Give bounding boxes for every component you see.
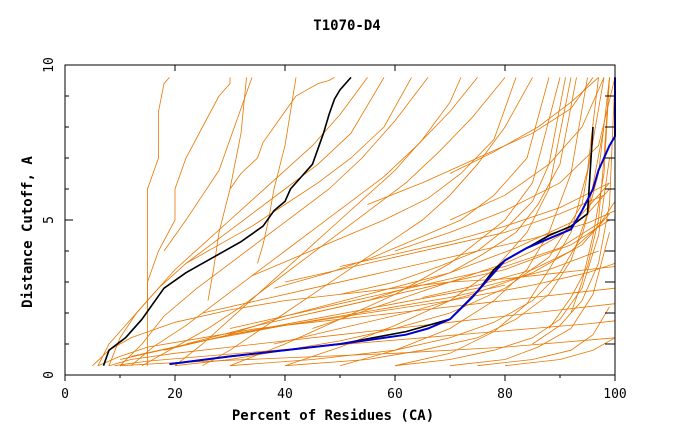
model-curve-10 [141, 77, 506, 367]
model-curve-12 [147, 77, 170, 313]
highlight-layer [102, 76, 616, 366]
model-curve-13 [229, 77, 335, 190]
model-curve-35 [202, 210, 616, 314]
model-curve-28 [339, 77, 566, 295]
y-axis-label: Distance Cutoff, A [20, 156, 36, 308]
x-tick-label: 100 [603, 387, 626, 402]
model-curve-24 [449, 232, 610, 367]
chart-title: T1070-D4 [313, 18, 380, 34]
model-curve-36 [284, 194, 605, 283]
model-curve-31 [185, 77, 412, 264]
model-curve-22 [284, 126, 605, 367]
model-curve-26 [504, 337, 616, 367]
highlight-curve-black-1 [102, 76, 352, 366]
highlight-curve-blue-3 [169, 77, 616, 366]
y-tick-label: 10 [42, 57, 57, 73]
model-curve-47 [207, 77, 247, 301]
x-tick-label: 0 [61, 387, 69, 402]
model-curve-38 [449, 77, 605, 221]
model-curve-16 [229, 77, 561, 367]
model-curve-15 [202, 77, 533, 367]
y-tick-label: 0 [42, 371, 57, 379]
model-curve-40 [449, 77, 599, 174]
model-curve-8 [119, 77, 429, 366]
x-tick-label: 20 [167, 387, 183, 402]
x-tick-label: 60 [387, 387, 403, 402]
x-axis: 0 20 40 60 80 100 [61, 65, 627, 402]
model-curve-18 [339, 77, 588, 367]
model-curve-5 [119, 337, 616, 367]
x-axis-label: Percent of Residues (CA) [232, 408, 434, 424]
model-curve-27 [312, 77, 577, 314]
model-curve-19 [394, 77, 599, 367]
x-tick-label: 40 [277, 387, 293, 402]
model-curve-11 [147, 77, 231, 366]
model-curve-44 [548, 77, 610, 329]
model-curve-25 [477, 306, 610, 367]
model-curve-37 [394, 77, 616, 252]
model-curve-23 [394, 157, 610, 367]
model-curve-45 [570, 77, 610, 314]
y-tick-label: 5 [42, 216, 57, 224]
model-curve-50 [163, 250, 599, 351]
model-curve-32 [163, 77, 253, 252]
model-curve-46 [257, 77, 297, 264]
model-curve-30 [251, 77, 517, 277]
x-tick-label: 80 [497, 387, 513, 402]
model-curve-53 [273, 213, 610, 345]
model-curve-6 [97, 77, 368, 366]
model-curve-14 [174, 77, 462, 367]
model-curve-42 [422, 201, 616, 298]
model-curve-43 [532, 77, 616, 345]
model-curve-7 [108, 77, 385, 366]
model-curve-41 [339, 182, 610, 267]
y-axis: 0 5 10 [42, 57, 615, 379]
